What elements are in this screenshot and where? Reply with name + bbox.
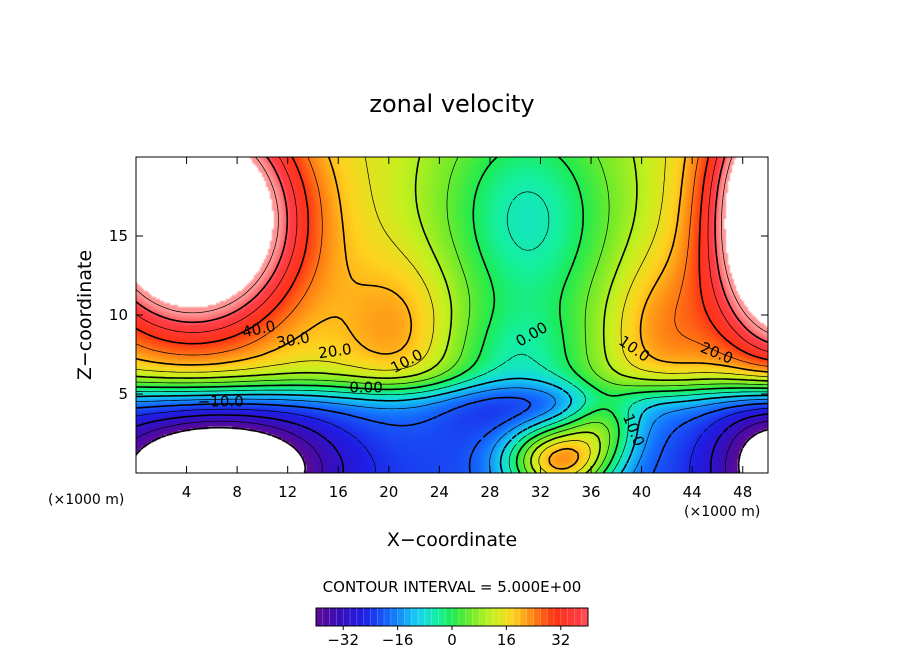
colorbar-band <box>390 608 398 626</box>
colorbar-band <box>363 608 371 626</box>
contour-line <box>136 407 768 473</box>
x-tick-label: 16 <box>329 483 348 501</box>
colorbar: −32 −16 0 16 32 <box>315 607 589 649</box>
contour-line <box>136 426 768 473</box>
colorbar-band <box>404 608 412 626</box>
contour-label: 20.0 <box>317 340 353 362</box>
colorbar-band <box>492 608 500 626</box>
colorbar-band <box>554 608 562 626</box>
contour-label: −10.0 <box>198 393 244 411</box>
x-tick-label: 44 <box>683 483 702 501</box>
chart-title: zonal velocity <box>369 90 534 118</box>
x-tick-label: 20 <box>379 483 398 501</box>
colorbar-band <box>465 608 473 626</box>
x-tick-label: 40 <box>632 483 651 501</box>
colorbar-band <box>526 608 534 626</box>
colorbar-band <box>452 608 460 626</box>
colorbar-band <box>350 608 358 626</box>
colorbar-band <box>397 608 405 626</box>
contour-label: 0.00 <box>349 378 382 396</box>
colorbar-ticks: −32 −16 0 16 32 <box>327 626 570 649</box>
contour-line <box>136 157 768 352</box>
colorbar-band <box>336 608 344 626</box>
x-unit-label-right: (×1000 m) <box>684 504 760 520</box>
colorbar-tick-label: −32 <box>327 631 359 649</box>
colorbar-band <box>540 608 548 626</box>
colorbar-band <box>431 608 439 626</box>
x-unit-label-left: (×1000 m) <box>48 492 124 508</box>
x-tick-label: 48 <box>733 483 752 501</box>
colorbar-band <box>581 608 589 626</box>
y-tick-label: 5 <box>118 385 128 403</box>
colorbar-tick-label: −16 <box>382 631 414 649</box>
x-tick-label: 36 <box>581 483 600 501</box>
colorbar-band <box>411 608 419 626</box>
contour-lines <box>136 157 768 473</box>
colorbar-band <box>322 608 330 626</box>
contour-line <box>136 157 768 367</box>
contour-line <box>136 191 768 473</box>
x-tick-label: 28 <box>480 483 499 501</box>
x-tick-label: 24 <box>430 483 449 501</box>
colorbar-band <box>370 608 378 626</box>
contour-interval-text: CONTOUR INTERVAL = 5.000E+00 <box>323 578 582 596</box>
x-tick-label: 4 <box>182 483 192 501</box>
contour-line <box>136 157 768 344</box>
colorbar-tick-label: 32 <box>551 631 570 649</box>
contour-line <box>136 420 768 473</box>
y-tick-label: 15 <box>109 227 128 245</box>
x-tick-label: 32 <box>531 483 550 501</box>
colorbar-tick-label: 16 <box>497 631 516 649</box>
y-axis-ticks: 5 10 15 <box>109 227 768 403</box>
colorbar-band <box>472 608 480 626</box>
colorbar-band <box>438 608 446 626</box>
y-tick-label: 10 <box>109 306 128 324</box>
x-tick-label: 8 <box>232 483 242 501</box>
x-tick-label: 12 <box>278 483 297 501</box>
contour-line <box>136 157 768 333</box>
plot-area: 40.030.0 20.0 10.00.00−10.00.00 10.0 20.010.… <box>109 156 769 501</box>
colorbar-band <box>418 608 426 626</box>
colorbar-band <box>329 608 337 626</box>
colorbar-band <box>356 608 364 626</box>
colorbar-band <box>424 608 432 626</box>
contour-line <box>136 157 768 473</box>
contour-line <box>136 396 768 473</box>
colorbar-band <box>486 608 494 626</box>
colorbar-bands <box>315 608 589 626</box>
x-axis-ticks: 4 8 12 16 20 24 28 32 36 40 44 48 <box>182 157 752 501</box>
contour-label: 30.0 <box>275 328 311 352</box>
colorbar-band <box>520 608 528 626</box>
colorbar-band <box>316 608 324 626</box>
colorbar-band <box>499 608 507 626</box>
contour-line <box>136 157 768 473</box>
contour-line <box>136 157 768 470</box>
contour-line <box>136 157 768 473</box>
colorbar-band <box>547 608 555 626</box>
contour-line <box>136 377 768 473</box>
colorbar-tick-label: 0 <box>447 631 457 649</box>
contour-line <box>136 157 768 473</box>
colorbar-band <box>458 608 466 626</box>
contour-line <box>136 157 768 361</box>
colorbar-band <box>560 608 568 626</box>
colorbar-band <box>567 608 575 626</box>
colorbar-band <box>513 608 521 626</box>
contour-line <box>136 413 768 473</box>
colorbar-band <box>479 608 487 626</box>
colorbar-band <box>377 608 385 626</box>
colorbar-band <box>445 608 453 626</box>
colorbar-band <box>533 608 541 626</box>
colorbar-band <box>384 608 392 626</box>
colorbar-band <box>506 608 514 626</box>
colorbar-band <box>343 608 351 626</box>
x-axis-label: X−coordinate <box>387 529 517 551</box>
colorbar-band <box>574 608 582 626</box>
y-axis-label: Z−coordinate <box>74 250 96 380</box>
